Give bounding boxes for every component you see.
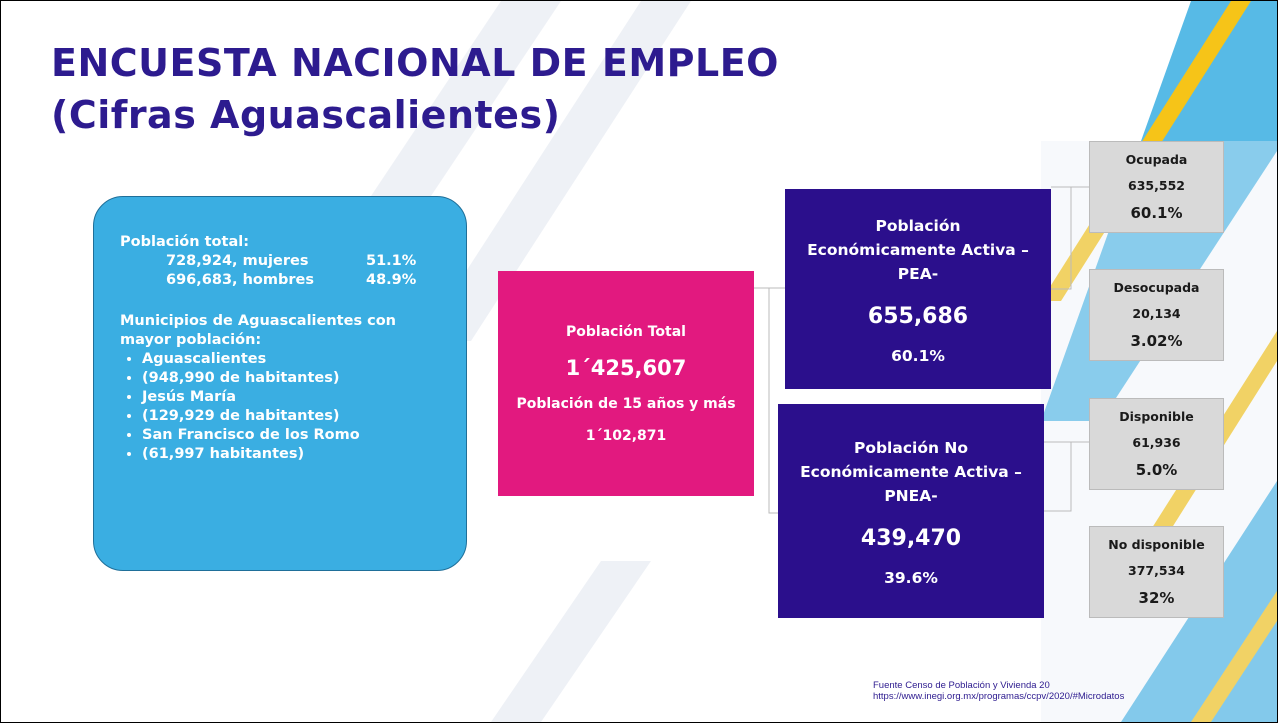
- population-pct: 51.1%: [366, 253, 417, 269]
- total-value: 1´425,607: [565, 355, 687, 380]
- category-label: Desocupada: [1113, 279, 1200, 295]
- source: Fuente Censo de Población y Vivienda 20 …: [873, 680, 1124, 702]
- title: ENCUESTA NACIONAL DE EMPLEO (Cifras Agua…: [51, 37, 779, 141]
- source-line: Fuente Censo de Población y Vivienda 20: [873, 680, 1050, 691]
- title-line: ENCUESTA NACIONAL DE EMPLEO: [51, 41, 779, 85]
- group-box: Población No Económicamente Activa – PNE…: [778, 404, 1044, 618]
- total-box: Población Total 1´425,607 Población de 1…: [498, 271, 754, 496]
- municipio-item: (948,990 de habitantes): [142, 369, 446, 388]
- population-pct: 48.9%: [366, 272, 417, 288]
- group-label: Población No Económicamente Activa – PNE…: [800, 438, 1022, 505]
- population-count: 728,924, mujeres: [166, 253, 309, 269]
- title-line: (Cifras Aguascalientes): [51, 93, 561, 137]
- municipios-heading: Municipios de Aguascalientes con mayor p…: [120, 313, 397, 348]
- group-value: 655,686: [867, 303, 969, 329]
- category-box: Disponible 61,936 5.0%: [1089, 398, 1224, 490]
- total-label: Población Total: [566, 323, 686, 340]
- population-row: 728,924, mujeres 51.1%: [120, 252, 446, 271]
- category-pct: 60.1%: [1130, 204, 1183, 223]
- category-value: 20,134: [1132, 305, 1181, 321]
- source-line: https://www.inegi.org.mx/programas/ccpv/…: [873, 691, 1125, 702]
- municipio-item: San Francisco de los Romo: [142, 426, 446, 445]
- category-pct: 3.02%: [1130, 332, 1183, 351]
- population-count: 696,683, hombres: [166, 272, 314, 288]
- group-label: Población Económicamente Activa – PEA-: [807, 216, 1029, 283]
- summary-box: Población total: 728,924, mujeres 51.1% 69…: [93, 196, 467, 571]
- municipio-item: Aguascalientes: [142, 350, 446, 369]
- category-value: 61,936: [1132, 434, 1181, 450]
- category-value: 635,552: [1128, 177, 1185, 193]
- category-box: Desocupada 20,134 3.02%: [1089, 269, 1224, 361]
- category-value: 377,534: [1128, 562, 1185, 578]
- population-row: 696,683, hombres 48.9%: [120, 271, 446, 290]
- sub-label: Población de 15 años y más: [516, 395, 736, 412]
- municipio-item: (61,997 habitantes): [142, 445, 446, 464]
- municipio-item: (129,929 de habitantes): [142, 407, 446, 426]
- sub-value: 1´102,871: [585, 427, 667, 444]
- category-label: No disponible: [1108, 536, 1205, 552]
- group-pct: 39.6%: [884, 568, 938, 587]
- category-label: Disponible: [1119, 408, 1194, 424]
- category-label: Ocupada: [1125, 151, 1188, 167]
- municipio-item: Jesús María: [142, 388, 446, 407]
- category-box: No disponible 377,534 32%: [1089, 526, 1224, 618]
- category-box: Ocupada 635,552 60.1%: [1089, 141, 1224, 233]
- group-box: Población Económicamente Activa – PEA- 65…: [785, 189, 1051, 389]
- group-pct: 60.1%: [891, 346, 945, 365]
- group-value: 439,470: [860, 525, 962, 551]
- category-pct: 32%: [1138, 589, 1175, 608]
- municipios-list: Aguascalientes(948,990 de habitantes)Jes…: [120, 350, 446, 464]
- category-pct: 5.0%: [1135, 461, 1178, 480]
- summary-heading: Población total:: [120, 234, 249, 250]
